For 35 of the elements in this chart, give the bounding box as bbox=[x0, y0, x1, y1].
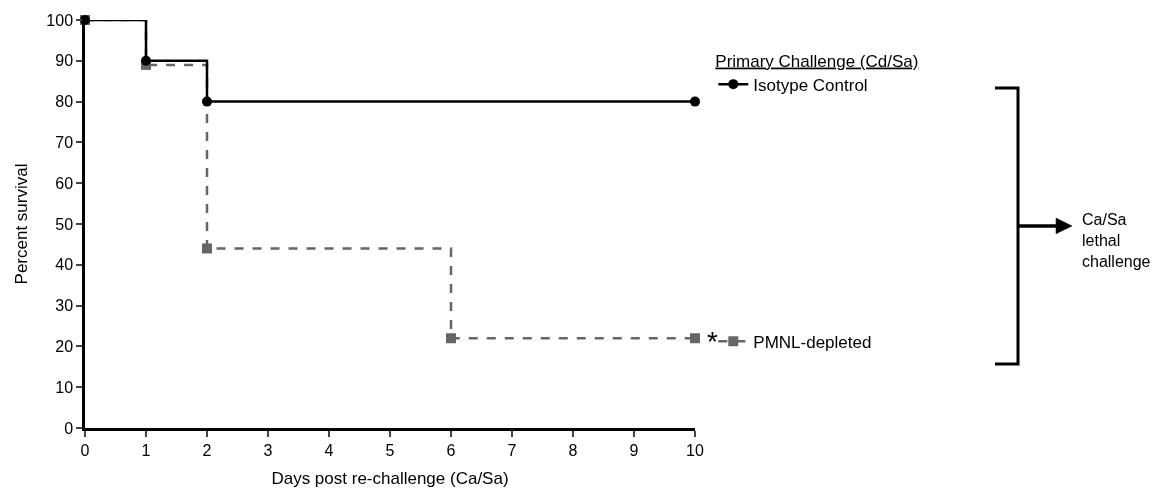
y-tick-label: 40 bbox=[55, 256, 74, 274]
y-tick-label: 60 bbox=[55, 174, 74, 192]
y-tick-label: 70 bbox=[55, 134, 74, 151]
x-tick-label: 9 bbox=[629, 441, 639, 459]
y-tick-label: 30 bbox=[55, 297, 74, 315]
y-tick-label: 0 bbox=[64, 419, 74, 437]
legend-label: PMNL-depleted bbox=[753, 332, 872, 352]
text: Ca/Sa lethal challenge bbox=[1082, 211, 1151, 270]
x-tick-label: 7 bbox=[507, 441, 517, 459]
point bbox=[141, 55, 151, 66]
y-tick-label: 50 bbox=[55, 215, 74, 233]
legend-title: Primary Challenge (Cd/Sa) bbox=[715, 51, 919, 71]
text: * bbox=[707, 326, 718, 357]
point bbox=[690, 333, 700, 344]
y-tick-label: 20 bbox=[55, 338, 74, 355]
point bbox=[446, 333, 456, 344]
point bbox=[202, 243, 212, 254]
x-tick-label: 5 bbox=[385, 441, 395, 459]
legend-label: Isotype Control bbox=[753, 75, 868, 95]
y-tick-label: 100 bbox=[46, 11, 74, 29]
x-axis-title: Days post re-challenge (Ca/Sa) bbox=[271, 469, 509, 489]
x-tick-label: 1 bbox=[141, 441, 151, 459]
y-tick-label: 80 bbox=[55, 93, 74, 111]
x-tick-label: 2 bbox=[202, 441, 212, 459]
y-tick-label: 90 bbox=[55, 52, 74, 70]
x-tick-label: 0 bbox=[80, 441, 90, 459]
point bbox=[202, 96, 212, 107]
x-tick-label: 8 bbox=[568, 441, 578, 459]
x-tick-label: 4 bbox=[324, 441, 334, 459]
y-tick-label: 10 bbox=[55, 378, 74, 396]
x-tick-label: 3 bbox=[263, 441, 273, 459]
x-tick-label: 10 bbox=[686, 441, 704, 459]
point bbox=[690, 96, 700, 107]
x-tick-label: 6 bbox=[446, 441, 456, 459]
y-axis-title: Percent survival bbox=[11, 163, 31, 285]
